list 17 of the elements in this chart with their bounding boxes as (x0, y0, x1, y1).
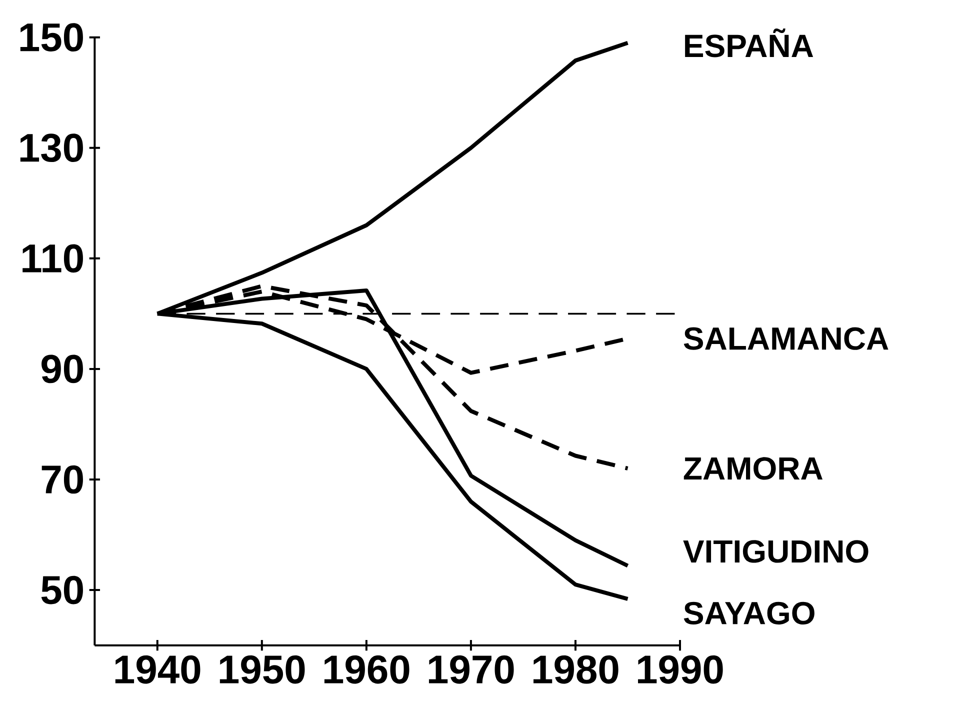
series-label: VITIGUDINO (683, 540, 868, 563)
x-tick-label: 1970 (428, 655, 514, 684)
series-label: ZAMORA (684, 457, 823, 480)
x-tick-label: 1940 (115, 655, 200, 684)
x-tick-label: 1980 (533, 655, 618, 684)
y-tick-label: 110 (22, 244, 83, 273)
y-tick-label: 90 (42, 354, 83, 384)
x-tick-label: 1990 (638, 655, 723, 684)
series-label: SAYAGO (684, 602, 814, 624)
series-label: ESPAÑA (685, 28, 814, 58)
y-tick-label: 130 (20, 134, 83, 162)
y-tick-label: 50 (41, 576, 83, 604)
series-label: SALAMANCA (684, 327, 888, 350)
y-tick-label: 70 (42, 465, 83, 494)
x-tick-label: 1960 (324, 655, 410, 684)
y-tick-label: 150 (20, 23, 83, 52)
x-tick-label: 1950 (220, 655, 305, 684)
